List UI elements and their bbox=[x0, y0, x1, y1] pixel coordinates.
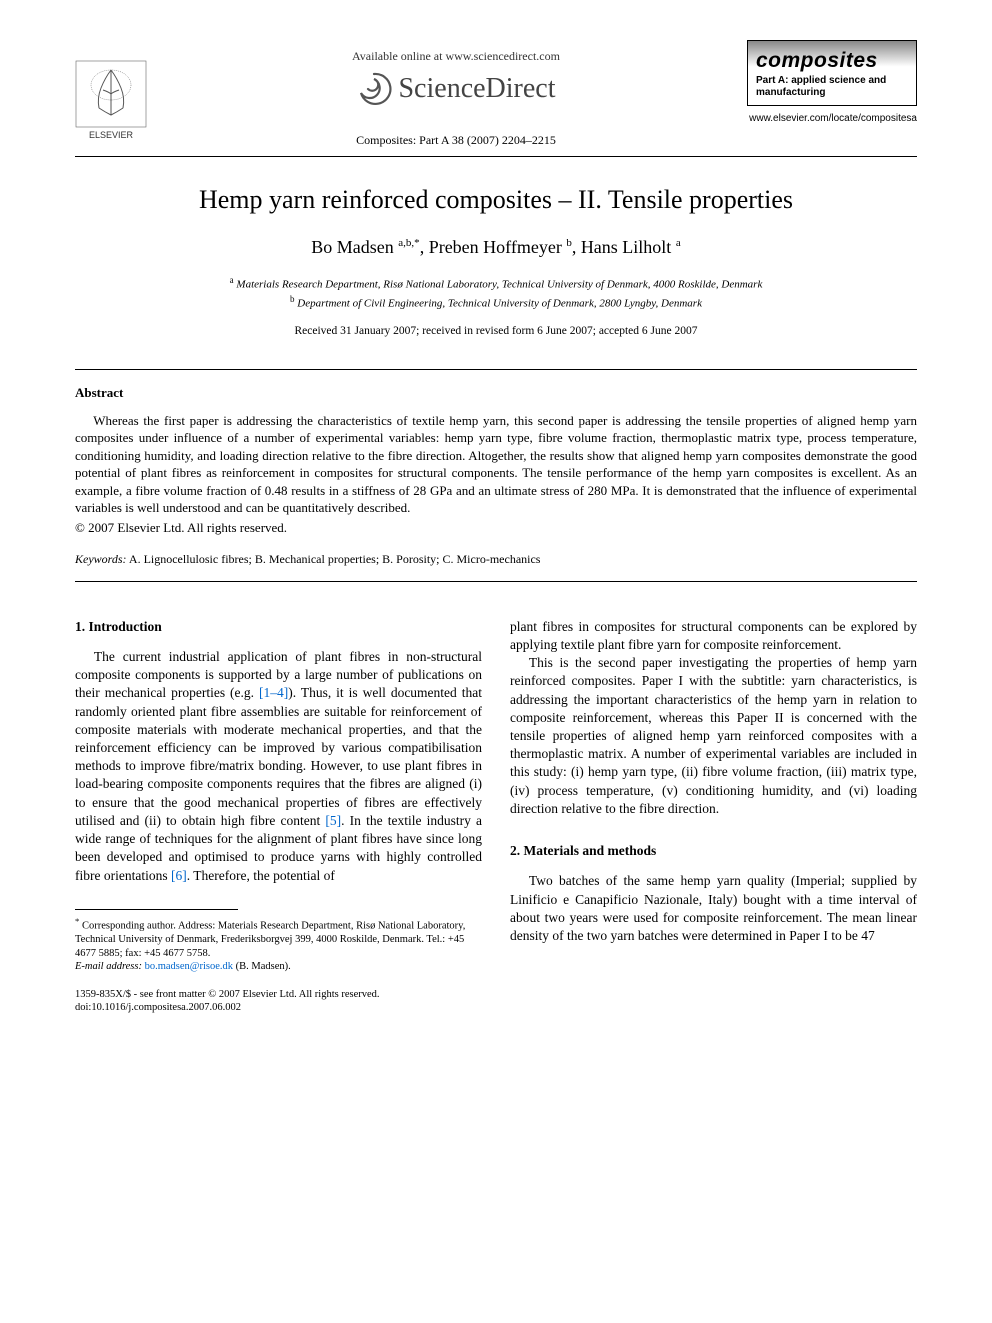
reference-link-5[interactable]: [5] bbox=[325, 813, 341, 828]
header-rule bbox=[75, 156, 917, 157]
materials-methods-heading: 2. Materials and methods bbox=[510, 842, 917, 860]
column-left: 1. Introduction The current industrial a… bbox=[75, 618, 482, 1015]
post-abstract-rule bbox=[75, 581, 917, 582]
intro-heading: 1. Introduction bbox=[75, 618, 482, 636]
mm-paragraph-1: Two batches of the same hemp yarn qualit… bbox=[510, 872, 917, 945]
journal-brand-block: composites Part A: applied science and m… bbox=[747, 40, 917, 126]
sciencedirect-logo: ScienceDirect bbox=[356, 70, 555, 108]
doi-line: doi:10.1016/j.compositesa.2007.06.002 bbox=[75, 1001, 482, 1015]
authors-line: Bo Madsen a,b,*, Preben Hoffmeyer b, Han… bbox=[75, 235, 917, 259]
intro-paragraph-2: This is the second paper investigating t… bbox=[510, 654, 917, 818]
header-center: Available online at www.sciencedirect.co… bbox=[165, 40, 747, 148]
corresponding-email-link[interactable]: bo.madsen@risoe.dk bbox=[145, 961, 233, 972]
elsevier-tree-logo: ELSEVIER bbox=[75, 60, 147, 140]
affiliation-a: a Materials Research Department, Risø Na… bbox=[75, 274, 917, 293]
email-label: E-mail address: bbox=[75, 961, 142, 972]
reference-link-1-4[interactable]: [1–4] bbox=[259, 685, 288, 700]
article-title: Hemp yarn reinforced composites – II. Te… bbox=[75, 182, 917, 217]
pre-abstract-rule bbox=[75, 369, 917, 370]
corresponding-author-footnote: * Corresponding author. Address: Materia… bbox=[75, 916, 482, 960]
body-columns: 1. Introduction The current industrial a… bbox=[75, 618, 917, 1015]
issn-line: 1359-835X/$ - see front matter © 2007 El… bbox=[75, 988, 482, 1002]
keywords-line: Keywords: A. Lignocellulosic fibres; B. … bbox=[75, 551, 917, 567]
affiliations: a Materials Research Department, Risø Na… bbox=[75, 274, 917, 312]
journal-url: www.elsevier.com/locate/compositesa bbox=[747, 112, 917, 126]
front-matter-meta: 1359-835X/$ - see front matter © 2007 El… bbox=[75, 988, 482, 1015]
footnotes: * Corresponding author. Address: Materia… bbox=[75, 916, 482, 974]
journal-brand-box: composites Part A: applied science and m… bbox=[747, 40, 917, 106]
sciencedirect-swirl-icon bbox=[356, 71, 392, 107]
publisher-logo-block: ELSEVIER bbox=[75, 40, 165, 147]
intro-paragraph-1-continued: plant fibres in composites for structura… bbox=[510, 618, 917, 654]
article-dates: Received 31 January 2007; received in re… bbox=[75, 324, 917, 340]
affiliation-b: b Department of Civil Engineering, Techn… bbox=[75, 293, 917, 312]
abstract-copyright: © 2007 Elsevier Ltd. All rights reserved… bbox=[75, 519, 917, 537]
sciencedirect-text: ScienceDirect bbox=[398, 70, 555, 108]
footnote-rule bbox=[75, 909, 238, 910]
keywords-values: A. Lignocellulosic fibres; B. Mechanical… bbox=[127, 552, 541, 566]
citation-line: Composites: Part A 38 (2007) 2204–2215 bbox=[165, 132, 747, 148]
column-right: plant fibres in composites for structura… bbox=[510, 618, 917, 1015]
abstract-heading: Abstract bbox=[75, 384, 917, 402]
svg-text:ELSEVIER: ELSEVIER bbox=[89, 130, 134, 140]
reference-link-6[interactable]: [6] bbox=[171, 868, 187, 883]
abstract-text: Whereas the first paper is addressing th… bbox=[75, 412, 917, 517]
intro-paragraph-1: The current industrial application of pl… bbox=[75, 648, 482, 885]
keywords-label: Keywords: bbox=[75, 552, 127, 566]
header: ELSEVIER Available online at www.science… bbox=[75, 40, 917, 148]
email-footnote: E-mail address: bo.madsen@risoe.dk (B. M… bbox=[75, 960, 482, 974]
available-online-text: Available online at www.sciencedirect.co… bbox=[165, 48, 747, 64]
journal-subtitle: Part A: applied science and manufacturin… bbox=[756, 75, 908, 99]
journal-name: composites bbox=[756, 47, 908, 75]
